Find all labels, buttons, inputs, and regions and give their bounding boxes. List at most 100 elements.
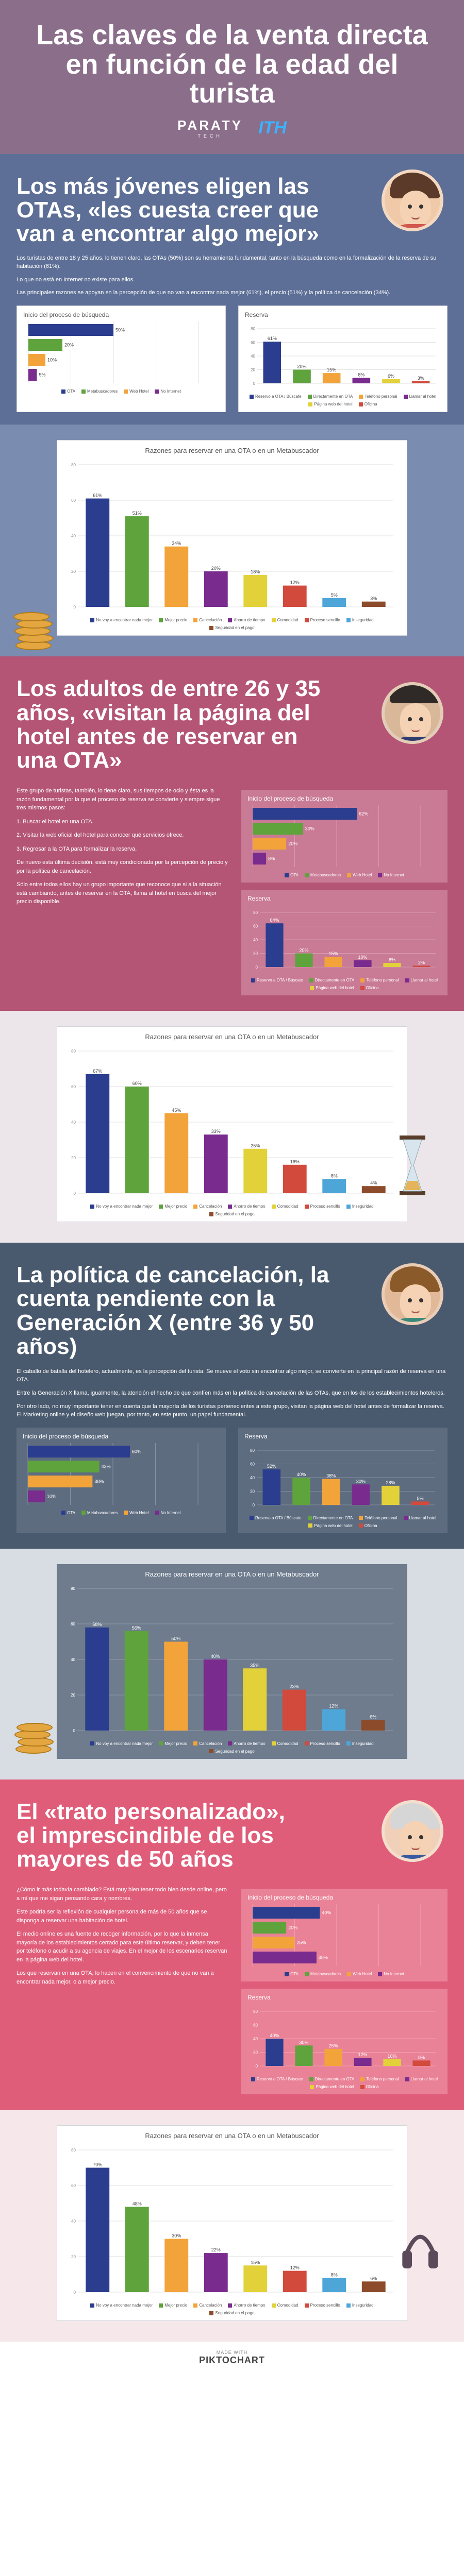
data-label: 30% <box>305 826 314 832</box>
data-label: 48% <box>132 2201 142 2207</box>
legend-swatch <box>209 626 214 631</box>
bar <box>412 2060 430 2066</box>
chart-legend: OTA Metabuscadores Web Hotel No Internet <box>23 389 219 394</box>
legend-swatch <box>359 395 363 399</box>
data-label: 12% <box>290 580 300 585</box>
search-chart-svg: 50% 20% 10% 5% <box>28 321 199 384</box>
tick-label: 40 <box>253 2037 258 2041</box>
legend-label: Web Hotel <box>353 1972 372 1977</box>
legend-item: No voy a encontrar nada mejor <box>90 2303 153 2308</box>
legend-item: Teléfono personal <box>360 978 399 982</box>
section-text: ¿Cómo ir más todavía cambiado? Está muy … <box>16 1880 229 2094</box>
legend-item: Proceso sencillo <box>304 618 340 622</box>
bar <box>382 1485 400 1505</box>
data-label: 56% <box>132 1625 141 1630</box>
data-label: 61% <box>93 493 102 498</box>
chart-legend: OTA Metabuscadores Web Hotel No Internet <box>23 1511 220 1515</box>
data-label: 15% <box>328 951 338 956</box>
tick-label: 20 <box>253 2050 258 2055</box>
data-label: 33% <box>211 1129 221 1134</box>
chart-title: Reserva <box>244 1432 268 1440</box>
legend-label: Mejor precio <box>164 2303 188 2308</box>
chart-title: Inicio del proceso de búsqueda <box>23 311 109 319</box>
legend-swatch <box>346 2303 351 2308</box>
data-label: 51% <box>132 511 142 516</box>
data-label: 20% <box>297 364 306 369</box>
piktochart-brand-text[interactable]: PIKTOCHART <box>199 2355 265 2366</box>
bar <box>354 2058 372 2066</box>
bar <box>28 1475 93 1487</box>
legend-item: Directamente en OTA <box>307 1516 353 1520</box>
search-chart-svg: 40% 20% 25% 38% <box>252 1904 421 1967</box>
data-label: 18% <box>251 569 260 574</box>
legend-item: No Internet <box>378 1972 404 1976</box>
legend-item: Inseguridad <box>346 2303 374 2308</box>
legend-label: Metabuscadores <box>87 389 118 394</box>
data-label: 64% <box>270 918 279 923</box>
reserva-chart-svg: 80 60 40 20 0 52% 40% 38% 30% 28% 5% <box>250 1448 435 1507</box>
legend-item: No voy a encontrar nada mejor <box>90 1741 153 1746</box>
legend-swatch <box>304 1205 309 1209</box>
legend-swatch <box>90 2303 95 2308</box>
legend-swatch <box>304 2303 309 2308</box>
data-label: 40% <box>270 2033 279 2038</box>
data-label: 5% <box>39 372 46 378</box>
legend-label: Página web del hotel <box>316 2084 354 2090</box>
legend-label: Oficina <box>364 402 377 407</box>
legend-swatch <box>285 1972 289 1977</box>
legend-item: Inseguridad <box>346 1741 374 1746</box>
legend-swatch <box>346 1741 351 1746</box>
section-title: Los más jóvenes eligen las OTAs, «les cu… <box>16 174 319 247</box>
data-label: 20% <box>288 841 297 846</box>
chart-title: Reserva <box>247 1994 271 2002</box>
legend-item: OTA <box>61 1511 75 1515</box>
data-label: 60% <box>132 1449 141 1454</box>
tick-label: 40 <box>71 1120 76 1125</box>
paragraph: 3. Regresar a la OTA para formalizar la … <box>16 845 137 852</box>
legend-label: Teléfono personal <box>366 2077 399 2082</box>
reasons-chart-svg: 80 60 40 20 0 58% 56% 50% 40% 35% 23% 12% 6% <box>71 1586 393 1733</box>
adult-woman-avatar-icon <box>382 1263 443 1326</box>
data-label: 10% <box>47 1494 56 1499</box>
chart-title: Razones para reservar en una OTA o en un… <box>145 447 319 455</box>
chart-legend: No voy a encontrar nada mejor Mejor preci… <box>65 2303 399 2315</box>
legend-swatch <box>308 402 313 407</box>
footer: MADE WITH PIKTOCHART <box>0 2342 464 2379</box>
tick-label: 20 <box>71 1156 76 1160</box>
bar <box>28 324 113 336</box>
tick-label: 80 <box>71 1049 76 1054</box>
bar <box>86 2167 110 2293</box>
data-label: 52% <box>267 1464 276 1469</box>
search-chart-svg: 60% 42% 38% 10% <box>27 1443 198 1505</box>
legend-item: Página web del hotel <box>308 402 353 407</box>
legend-swatch <box>308 1523 313 1528</box>
legend-item: Web Hotel <box>124 1511 148 1515</box>
main-title: Las claves de la venta directa en funció… <box>36 20 428 109</box>
charts-column: Inicio del proceso de búsqueda 40% 20% 25%… <box>241 1880 448 2095</box>
data-label: 38% <box>326 1473 336 1478</box>
data-label: 40% <box>211 1654 220 1659</box>
reserva-chart-svg: 80 60 40 20 0 64% 20% 15% 10% 6% 2% <box>253 910 436 970</box>
piktochart-logo[interactable]: PIKTOCHART <box>0 2355 464 2366</box>
tick-label: 40 <box>253 938 258 942</box>
legend-label: Ahorro de tiempo <box>234 2303 266 2308</box>
legend-swatch <box>228 1205 233 1209</box>
ith-logo: ITH <box>258 118 287 138</box>
tick-label: 60 <box>251 341 255 345</box>
data-label: 60% <box>132 1081 142 1086</box>
legend-swatch <box>124 1511 128 1515</box>
data-label: 15% <box>327 368 336 373</box>
chart-title: Razones para reservar en una OTA o en un… <box>145 2132 319 2140</box>
legend-item: OTA <box>61 389 75 394</box>
legend-item: Metabuscadores <box>81 389 118 394</box>
bar <box>322 1709 346 1731</box>
legend-item: Ahorro de tiempo <box>228 618 266 622</box>
legend-swatch <box>193 1205 198 1209</box>
bar <box>322 373 341 384</box>
legend-item: Oficina <box>358 402 377 407</box>
legend-swatch <box>359 1516 363 1520</box>
legend-swatch <box>159 1205 163 1209</box>
data-label: 30% <box>172 2233 181 2239</box>
bar <box>164 1641 188 1731</box>
legend-swatch <box>360 978 365 983</box>
